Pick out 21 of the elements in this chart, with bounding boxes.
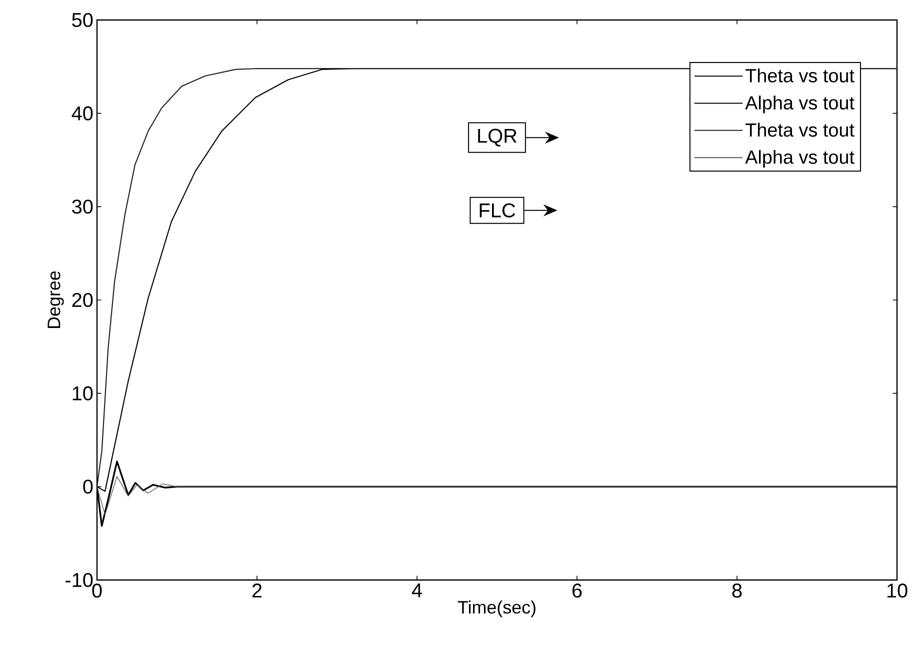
x-tick-label: 10 [887,584,908,598]
y-tick-label: 0 [83,480,93,494]
x-tick-label: 2 [252,584,262,598]
y-tick-label: 30 [72,200,93,214]
annotation: LQR [478,128,517,146]
legend-label: Theta vs tout [746,68,854,82]
y-tick-label: 20 [72,292,93,308]
y-tick-label: -10 [66,572,93,588]
y-tick-label: 10 [72,386,93,400]
legend-label: Theta vs tout [746,122,854,137]
y-axis-title: Degree [48,271,64,328]
x-tick-label: 6 [572,584,582,598]
x-tick-label: 8 [732,584,742,598]
legend-label: Alpha vs tout [745,150,854,168]
x-tick-label: 0 [92,584,102,598]
y-tick-label: 50 [72,12,93,28]
annotation: FLC [480,203,516,218]
x-axis-title: Time(sec) [458,600,536,618]
legend-label: Alpha vs tout [745,96,854,114]
y-tick-label: 40 [72,106,93,120]
x-tick-label: 4 [412,584,422,598]
